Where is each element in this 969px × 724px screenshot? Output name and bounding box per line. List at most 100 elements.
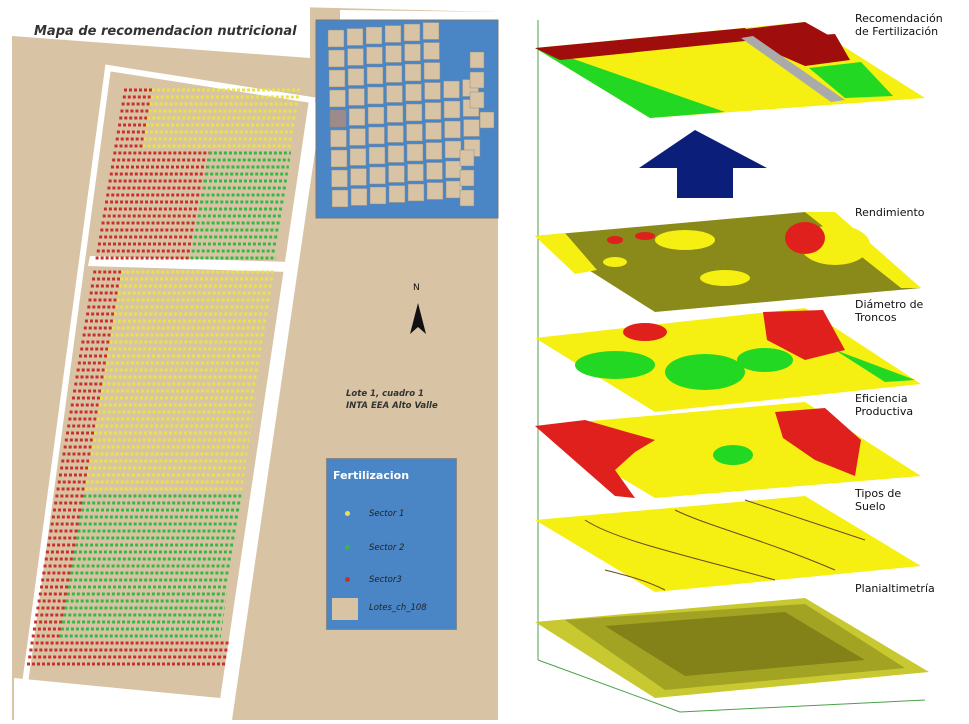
inset-lots [327, 22, 495, 208]
lote-caption-line1: Lote 1, cuadro 1 [346, 389, 424, 399]
inset-lot [330, 149, 348, 168]
inset-lot [367, 106, 385, 125]
inset-lot [425, 142, 443, 160]
inset-lot [329, 109, 347, 128]
label-diametro: Diámetro de Troncos [855, 298, 924, 324]
label-recomendacion: Recomendación de Fertilización [855, 12, 943, 38]
inset-lot [469, 91, 485, 109]
inset-lot [405, 103, 423, 122]
inset-lot [424, 82, 441, 100]
inset-lot [385, 45, 402, 63]
axis-base-right [679, 699, 926, 713]
layer-recommendation [535, 22, 925, 118]
inset-lot [479, 111, 495, 129]
north-arrow-icon [410, 303, 426, 334]
layer-rendimiento [535, 212, 921, 312]
inset-lot [426, 182, 444, 200]
white-road [12, 0, 310, 58]
sector-3-swatch [345, 577, 350, 582]
inset-lot [445, 160, 462, 179]
inset-lot [422, 22, 440, 40]
inset-lot [348, 108, 366, 126]
inset-lot [424, 102, 442, 120]
inset-lot [329, 89, 346, 108]
inset-lot [366, 46, 383, 65]
layer-stack-canvas [535, 20, 929, 713]
inset-lot [385, 65, 403, 83]
orchard-rows [27, 88, 300, 666]
inset-lot [387, 125, 404, 143]
map-title: Mapa de recomendacion nutricional [34, 24, 297, 39]
inset-lot [406, 143, 424, 162]
lotes-swatch [332, 598, 358, 620]
layer-suelo [535, 496, 921, 592]
label-planialtimetria: Planialtimetría [855, 582, 935, 595]
white-strip-mid [88, 256, 292, 272]
inset-lot [445, 180, 463, 199]
label-suelo: Tipos de Suelo [855, 487, 902, 513]
inset-lot [386, 85, 403, 103]
inset-lot [347, 68, 365, 86]
inset-lot [384, 25, 402, 43]
inset-lot [367, 86, 384, 105]
sector-2-swatch [345, 545, 350, 550]
inset-lot [404, 63, 422, 82]
inset-lot [369, 166, 386, 185]
inset-lot [330, 129, 347, 148]
inset-lot [426, 162, 443, 180]
inset-lot [425, 122, 442, 140]
inset-lot [331, 189, 349, 208]
layer-diametro [535, 308, 921, 412]
inset-lot [406, 123, 423, 142]
inset-lot [443, 100, 461, 119]
up-arrow-icon [639, 130, 767, 198]
inset-lot [346, 28, 364, 46]
inset-lot [327, 29, 345, 48]
inset-lot [365, 26, 383, 45]
inset-lot [444, 120, 461, 139]
layer-planialtimetria [535, 598, 929, 698]
inset-lot [328, 69, 346, 88]
inset-lot [407, 183, 425, 202]
inset-lot [459, 169, 475, 187]
layer-eficiencia [535, 402, 921, 498]
inset-lot [423, 62, 441, 80]
inset-lot [469, 51, 485, 69]
inset-lot [459, 189, 475, 207]
nutrition-recommendation-map: Mapa de recomendacion nutricional N Lote… [12, 0, 499, 720]
layer-stack: Recomendación de Fertilización Rendimient… [505, 0, 969, 720]
inset-lot [368, 146, 386, 165]
white-strip-bottom [14, 678, 220, 720]
lote-caption-line2: INTA EEA Alto Valle [346, 401, 438, 411]
inset-lot [459, 149, 475, 167]
inset-lot [444, 140, 462, 159]
inset-lot [350, 188, 368, 206]
inset-lot [350, 168, 367, 186]
inset-lot [405, 83, 422, 102]
inset-lot [349, 148, 367, 166]
white-strip-diagonal [220, 100, 322, 720]
inset-lot [407, 163, 424, 182]
north-label: N [413, 283, 420, 293]
axis-base [537, 659, 681, 713]
inset-lot [443, 80, 460, 99]
label-rendimiento: Rendimiento [855, 206, 925, 219]
inset-lot [348, 88, 365, 106]
inset-lot [423, 42, 440, 60]
inset-lot [369, 186, 387, 205]
inset-lot [404, 43, 421, 62]
label-eficiencia: Eficiencia Productiva [855, 392, 914, 418]
inset-lot [366, 66, 384, 85]
inset-lot [368, 126, 385, 145]
fertilization-legend: Fertilizacion Sector 1 Sector 2 Sector3 … [326, 458, 457, 630]
inset-lot [349, 128, 366, 146]
lote-caption: Lote 1, cuadro 1 INTA EEA Alto Valle [346, 388, 466, 412]
inset-lot [328, 49, 345, 68]
legend-title: Fertilizacion [333, 469, 410, 482]
inset-lot [463, 119, 480, 137]
inset-lot [347, 48, 364, 66]
inset-lot [469, 71, 485, 89]
inset-lot [386, 105, 404, 123]
inset-lot [388, 185, 406, 203]
inset-lot [388, 165, 405, 183]
